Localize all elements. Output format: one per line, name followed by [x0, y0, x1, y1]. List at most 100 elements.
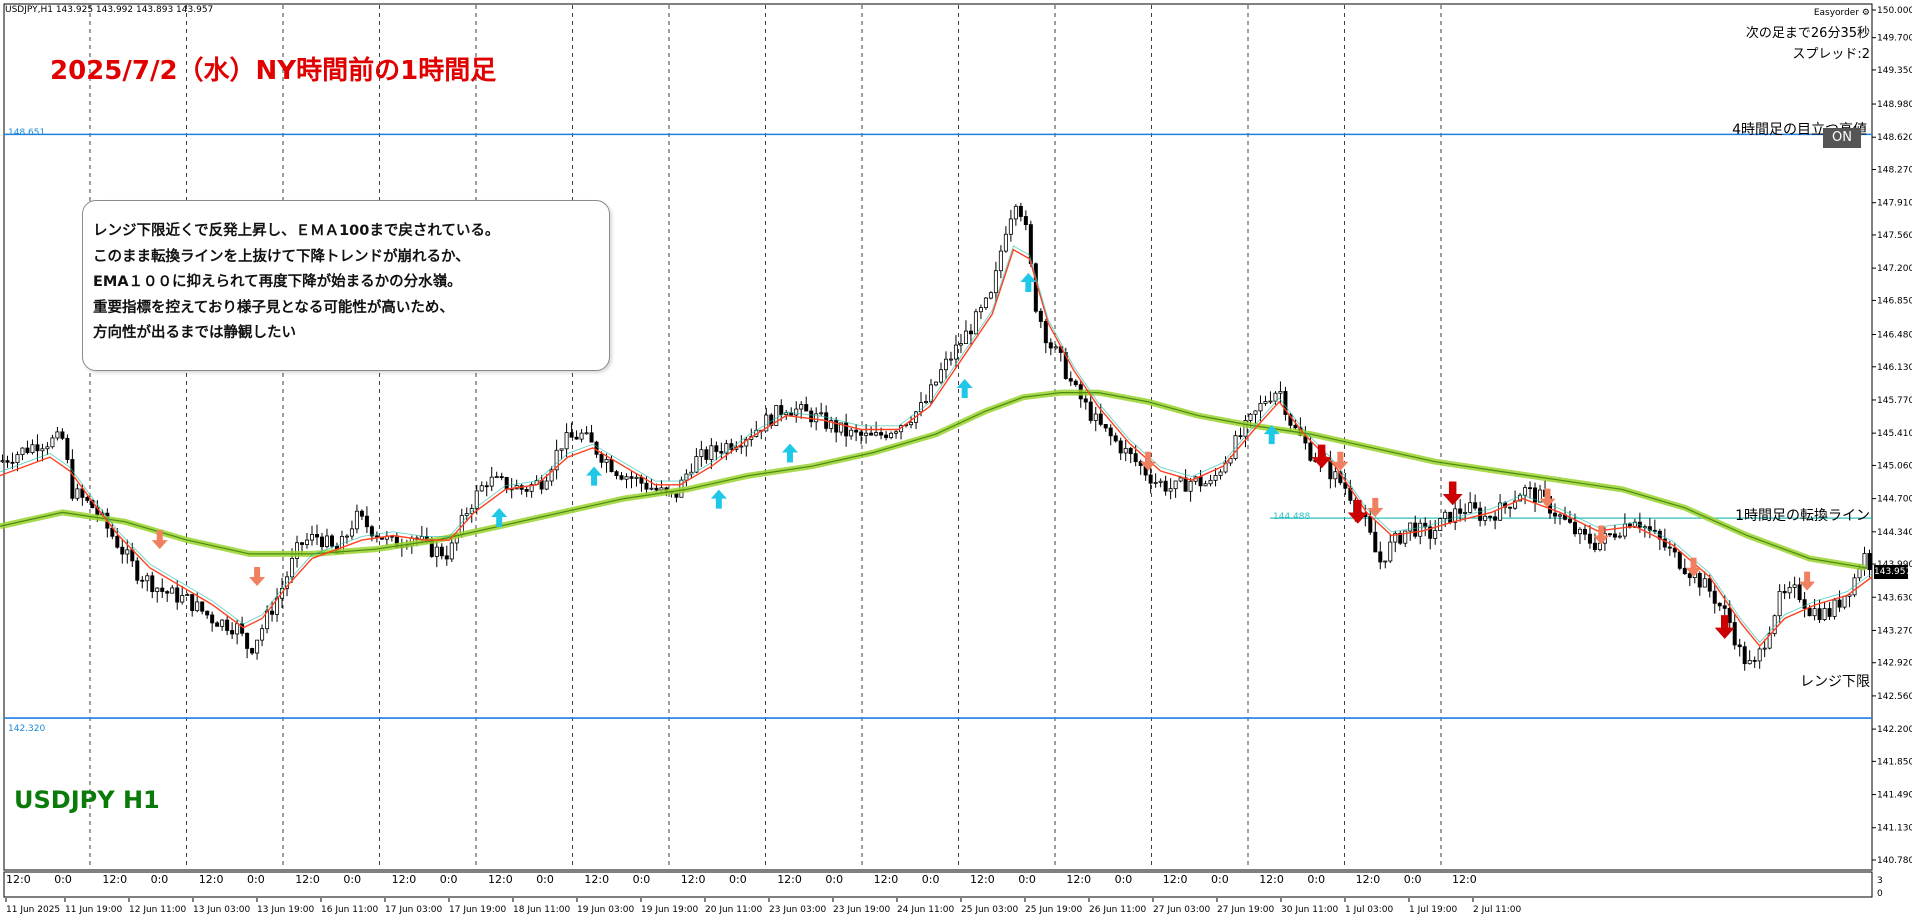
price-axis: 150.000 149.700 149.350 148.980 148.620 148.2… [1872, 6, 1912, 866]
x-tick-label: 13 Jun 03:00 [193, 905, 250, 915]
subwindow-label: 0:0 [825, 873, 843, 886]
candle-body [1672, 547, 1677, 553]
candle-body [1013, 205, 1018, 220]
candle-body [444, 555, 449, 560]
candle-body [260, 628, 265, 641]
candle-body [499, 476, 504, 478]
y-tick-label: 146.480 [1877, 331, 1912, 341]
candle-body [1827, 608, 1832, 617]
y-tick-label: 148.270 [1877, 165, 1912, 175]
buy-arrow [491, 508, 508, 528]
x-tick-label: 1 Jul 03:00 [1345, 905, 1394, 915]
candle-body [434, 546, 439, 557]
candle-body [1727, 607, 1732, 623]
candle-body [1173, 480, 1178, 490]
candle-body [309, 534, 314, 541]
candle-body [544, 480, 549, 490]
candle-body [943, 358, 948, 371]
candle-body [449, 542, 454, 560]
y-tick-label: 148.620 [1877, 133, 1912, 143]
candle-body [1183, 477, 1188, 492]
candle-body [988, 292, 993, 299]
candle-body [659, 487, 664, 491]
note-line: このまま転換ラインを上抜けて下降トレンドが崩れるか、 [93, 248, 470, 265]
candle-body [494, 476, 499, 478]
candle-body [774, 405, 779, 426]
candle-body [579, 432, 584, 440]
y-tick-label: 147.910 [1877, 199, 1912, 209]
candle-body [998, 250, 1003, 272]
subwindow-label: 0:0 [343, 873, 361, 886]
candle-body [549, 469, 554, 482]
x-tick-label: 20 Jun 11:00 [705, 905, 762, 915]
sell-arrow [1685, 557, 1702, 577]
subwindow-label: 0:0 [1018, 873, 1036, 886]
candle-body [1148, 474, 1153, 484]
candle-body [1712, 590, 1717, 604]
candle-body [1812, 608, 1817, 617]
candle-body [654, 487, 659, 491]
candle-body [349, 528, 354, 537]
x-tick-label: 30 Jun 11:00 [1281, 905, 1338, 915]
candle-body [619, 475, 624, 480]
candle-body [574, 436, 579, 440]
sell-arrow [1593, 525, 1610, 545]
x-tick-label: 13 Jun 19:00 [257, 905, 314, 915]
candle-body [714, 445, 719, 452]
on-toggle-button[interactable]: ON [1823, 128, 1861, 148]
candle-body [1418, 522, 1423, 537]
candle-body [1248, 413, 1253, 421]
subwindow-label: 12:0 [295, 873, 320, 886]
candle-body [235, 623, 240, 635]
time-axis: 11 Jun 2025 11 Jun 19:00 12 Jun 11:00 13 Ju… [5, 898, 1522, 915]
candle-body [1767, 633, 1772, 649]
x-tick-label: 18 Jun 11:00 [513, 905, 570, 915]
settings-icon[interactable]: ⚙ [1861, 8, 1870, 18]
candle-body [1393, 532, 1398, 543]
candle-body [849, 429, 854, 437]
candle-body [1802, 599, 1807, 609]
candle-body [1488, 515, 1493, 518]
candle-body [165, 591, 170, 594]
candle-body [704, 449, 709, 460]
candle-body [215, 622, 220, 627]
candle-body [1473, 502, 1478, 509]
candle-body [694, 456, 699, 473]
candle-body [1263, 401, 1268, 404]
candle-body [10, 461, 15, 464]
ea-name-label: Easyorder [1813, 8, 1860, 18]
candle-body [1233, 435, 1238, 459]
candle-body [1208, 479, 1213, 485]
candle-body [1048, 342, 1053, 349]
ema-short-lines [0, 245, 1873, 648]
candle-body [25, 447, 30, 454]
candle-body [319, 536, 324, 548]
candle-body [524, 488, 529, 492]
candle-body [604, 458, 609, 463]
candle-body [20, 447, 25, 456]
candle-body [1108, 427, 1113, 437]
candle-body [1523, 487, 1528, 496]
candle-body [230, 630, 235, 635]
candle-body [934, 381, 939, 386]
candle-body [799, 404, 804, 410]
subwindow-label: 12:0 [970, 873, 995, 886]
candle-body [1158, 480, 1163, 483]
ema-fast-line [0, 245, 1873, 644]
candle-body [554, 449, 559, 471]
subwindow-label: 12:0 [1259, 873, 1284, 886]
candle-body [1597, 542, 1602, 550]
candle-body [804, 404, 809, 412]
candle-body [1428, 526, 1433, 539]
candle-body [1498, 502, 1503, 521]
candle-body [1493, 516, 1498, 521]
candle-body [1468, 502, 1473, 513]
note-line: EMA１００に抑えられて再度下降が始まるかの分水嶺。 [93, 274, 462, 291]
chart-title: 2025/7/2（水）NY時間前の1時間足 [50, 56, 497, 86]
ea-name[interactable]: Easyorder ⚙ [1814, 8, 1870, 18]
subwindow-label: 12:0 [488, 873, 513, 886]
analysis-note[interactable]: レンジ下限近くで反発上昇し、ＥＭＡ100まで戻されている。 このまま転換ラインを… [82, 200, 610, 371]
candle-body [60, 431, 65, 439]
candle-body [919, 402, 924, 413]
